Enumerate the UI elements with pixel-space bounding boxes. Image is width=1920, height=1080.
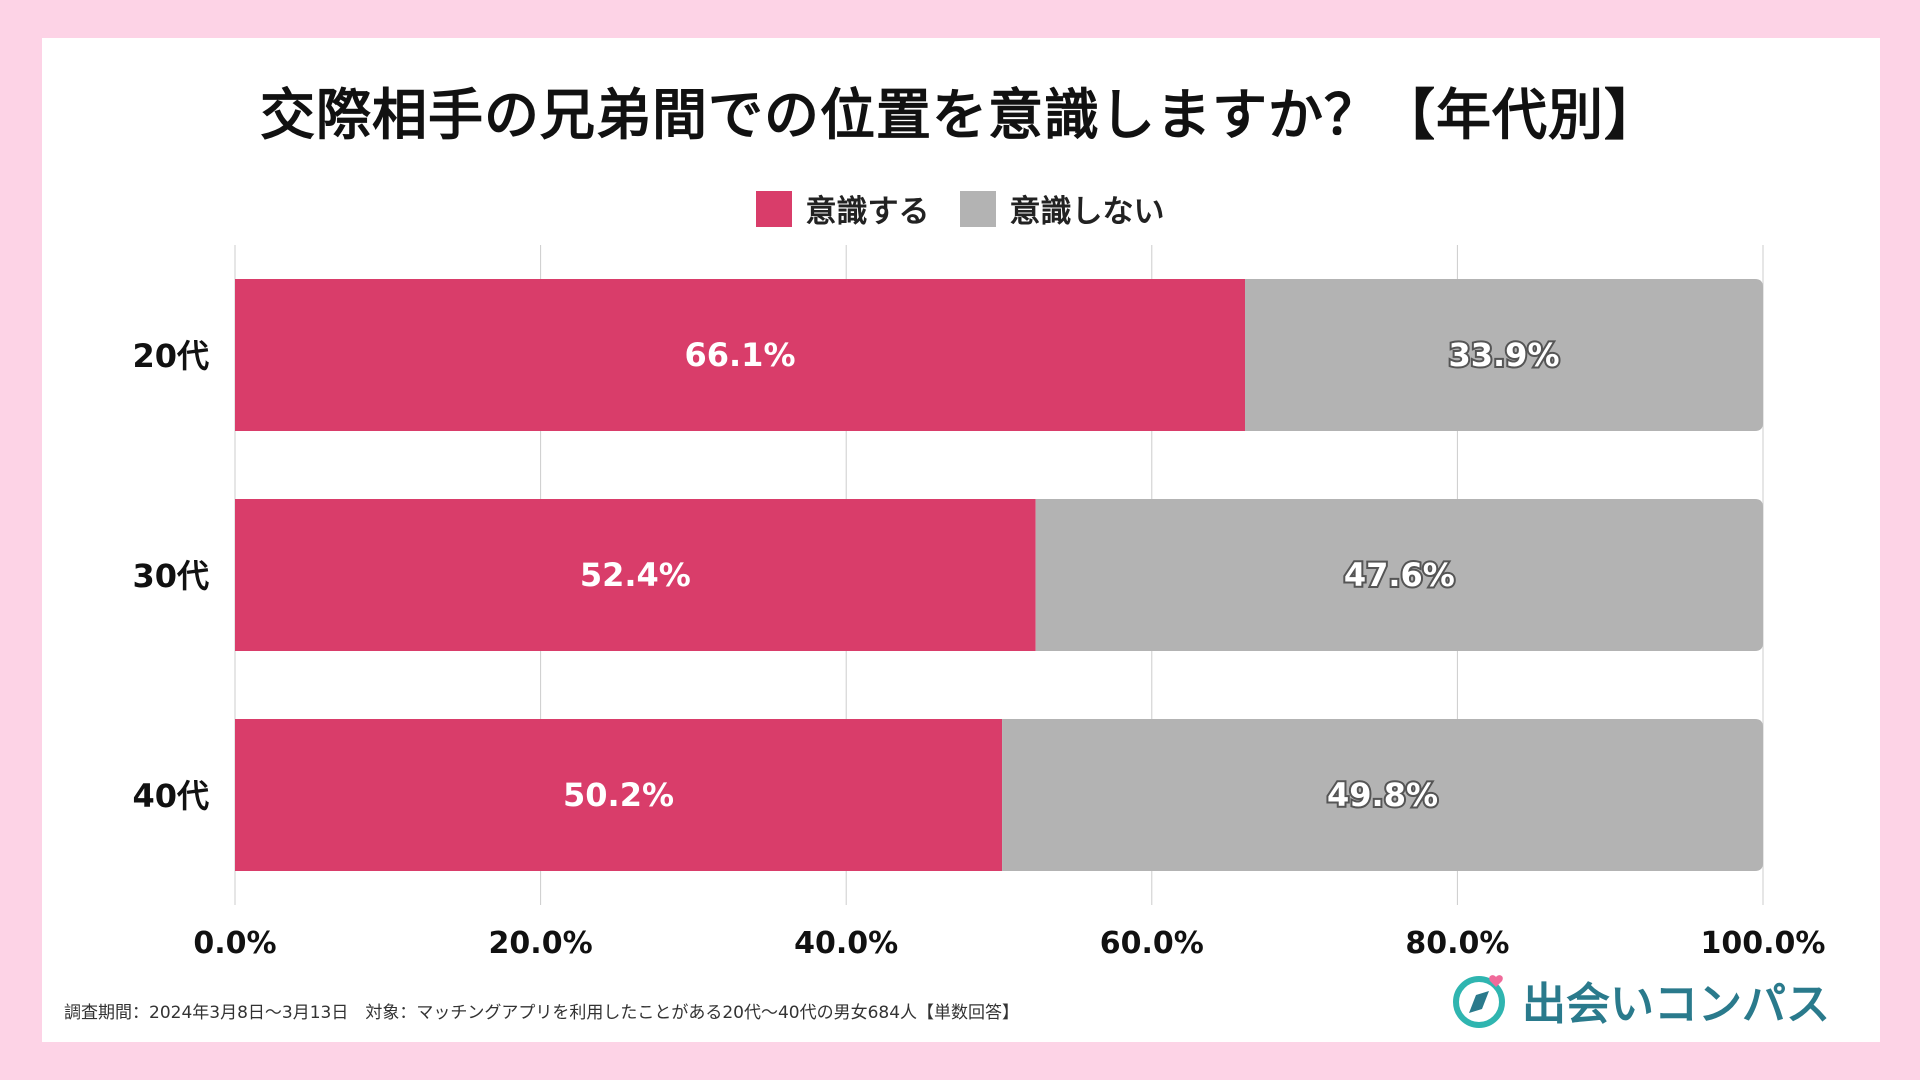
legend: 意識する 意識しない — [0, 186, 1920, 231]
category-label-20代: 20代 — [132, 337, 209, 375]
legend-item-aware: 意識する — [755, 186, 930, 231]
x-tick-label-2: 40.0% — [794, 926, 898, 961]
legend-swatch-aware — [755, 190, 792, 227]
data-label-20代-aware: 66.1% — [684, 336, 795, 374]
compass-heart-icon — [1453, 975, 1505, 1028]
survey-footnote: 調査期間：2024年3月8日〜3月13日 対象：マッチングアプリを利用したことが… — [64, 1003, 1020, 1023]
x-tick-label-4: 80.0% — [1405, 926, 1509, 961]
x-tick-label-1: 20.0% — [489, 926, 593, 961]
legend-label-aware: 意識する — [805, 194, 930, 230]
data-label-30代-not-aware: 47.6% — [1344, 556, 1455, 594]
legend-label-not-aware: 意識しない — [1009, 194, 1165, 230]
data-label-20代-not-aware: 33.9% — [1448, 336, 1559, 374]
chart-title: 交際相手の兄弟間での位置を意識しますか？【年代別】 — [259, 83, 1660, 147]
legend-swatch-not-aware — [959, 190, 996, 227]
bar-30代-aware — [235, 499, 1036, 651]
legend-item-not-aware: 意識しない — [959, 186, 1165, 231]
category-label-40代: 40代 — [132, 777, 209, 815]
data-label-40代-not-aware: 49.8% — [1327, 776, 1438, 814]
bar-30代-not-aware — [1035, 499, 1763, 651]
data-label-30代-aware: 52.4% — [580, 556, 691, 594]
category-label-30代: 30代 — [132, 557, 209, 595]
x-tick-label-3: 60.0% — [1100, 926, 1204, 961]
bar-20代-not-aware — [1245, 279, 1763, 431]
bar-40代-not-aware — [1002, 719, 1763, 871]
bar-40代-aware — [235, 719, 1003, 871]
data-label-40代-aware: 50.2% — [563, 776, 674, 814]
x-tick-label-0: 0.0% — [193, 926, 276, 961]
brand-logo: 出会いコンパス — [1452, 968, 1830, 1032]
x-tick-label-5: 100.0% — [1701, 926, 1826, 961]
brand-name: 出会いコンパス — [1522, 979, 1830, 1030]
bar-20代-aware — [235, 279, 1246, 431]
